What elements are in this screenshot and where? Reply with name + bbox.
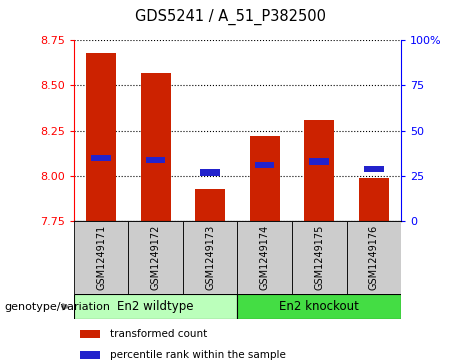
Bar — [255, 162, 274, 168]
Bar — [195, 189, 225, 221]
Text: En2 wildtype: En2 wildtype — [118, 300, 194, 313]
Text: GSM1249175: GSM1249175 — [314, 225, 324, 290]
Text: percentile rank within the sample: percentile rank within the sample — [110, 350, 286, 360]
Text: GSM1249172: GSM1249172 — [151, 225, 160, 290]
Bar — [359, 178, 389, 221]
Text: transformed count: transformed count — [110, 329, 207, 339]
Bar — [250, 136, 280, 221]
Bar — [80, 330, 100, 338]
Text: genotype/variation: genotype/variation — [5, 302, 111, 312]
Bar — [74, 221, 128, 294]
Bar — [91, 155, 111, 161]
Text: En2 knockout: En2 knockout — [279, 300, 359, 313]
Bar — [364, 166, 384, 172]
Bar — [201, 169, 220, 176]
Bar — [141, 73, 171, 221]
Text: GSM1249174: GSM1249174 — [260, 225, 270, 290]
Bar — [146, 156, 165, 163]
Bar — [347, 221, 401, 294]
Bar — [237, 221, 292, 294]
Bar — [183, 221, 237, 294]
Bar — [304, 120, 334, 221]
Bar — [128, 221, 183, 294]
Text: GDS5241 / A_51_P382500: GDS5241 / A_51_P382500 — [135, 9, 326, 25]
Bar — [80, 351, 100, 359]
Text: GSM1249176: GSM1249176 — [369, 225, 379, 290]
Bar — [74, 294, 237, 319]
Text: GSM1249173: GSM1249173 — [205, 225, 215, 290]
Bar — [292, 221, 347, 294]
Bar — [237, 294, 401, 319]
Bar — [309, 158, 329, 165]
Text: GSM1249171: GSM1249171 — [96, 225, 106, 290]
Bar — [86, 53, 116, 221]
